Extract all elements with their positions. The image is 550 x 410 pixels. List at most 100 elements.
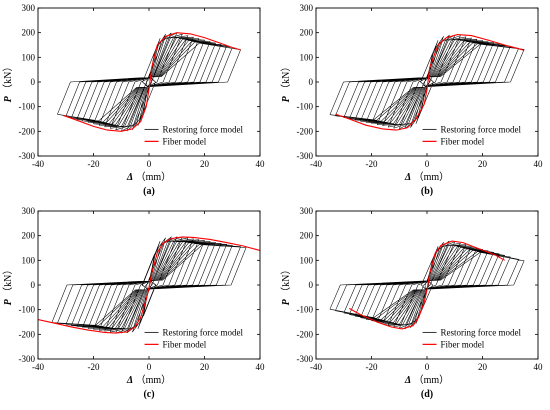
- y-tick-label: 0: [31, 280, 36, 290]
- x-tick-label: -20: [88, 362, 100, 372]
- y-tick-label: 100: [22, 255, 36, 265]
- fiber-model-series: [38, 236, 260, 334]
- y-axis-symbol: P: [281, 95, 292, 102]
- x-tick-label: -20: [366, 362, 378, 372]
- y-axis-unit: （kN）: [2, 62, 14, 97]
- plot-frame: [37, 210, 261, 360]
- chart-panel-c: -40 -20 0 20 40-300-200-1000100200300Restori…: [2, 206, 265, 400]
- y-tick-label: -300: [297, 151, 314, 161]
- x-tick-label: -40: [310, 159, 322, 169]
- panel-label: (a): [143, 186, 155, 197]
- restoring-force-series: [57, 32, 241, 132]
- x-axis-label: Δ （mm）: [126, 171, 171, 183]
- legend-label-restoring: Restoring force model: [163, 327, 244, 337]
- plot-area: [329, 240, 525, 330]
- y-tick-label: -100: [19, 102, 36, 112]
- y-axis-symbol: P: [3, 298, 14, 305]
- x-tick-label: 0: [147, 159, 152, 169]
- restoring-force-series: [329, 240, 525, 330]
- y-tick-label: 200: [300, 231, 314, 241]
- y-tick-label: 300: [22, 206, 36, 216]
- y-tick-label: 100: [300, 52, 314, 62]
- plot-frame: [37, 7, 261, 157]
- legend-label-fiber: Fiber model: [441, 136, 485, 146]
- fiber-model-series: [335, 34, 525, 131]
- y-axis-unit: （kN）: [2, 265, 14, 300]
- legend-label-restoring: Restoring force model: [163, 124, 244, 134]
- x-axis-symbol: Δ: [404, 172, 411, 183]
- x-axis-label: Δ （mm）: [404, 374, 449, 386]
- chart-panel-b: -40 -20 0 20 40-300-200-1000100200300Restori…: [280, 3, 543, 197]
- x-axis-unit: （mm）: [133, 171, 171, 183]
- y-tick-label: -200: [297, 329, 314, 339]
- x-axis-unit: （mm）: [133, 374, 171, 386]
- y-tick-label: -100: [297, 305, 314, 315]
- x-tick-label: -20: [366, 159, 378, 169]
- y-tick-label: -200: [297, 126, 314, 136]
- y-tick-label: -100: [297, 102, 314, 112]
- panel-label: (c): [143, 389, 154, 400]
- x-tick-label: 40: [534, 362, 544, 372]
- x-tick-label: -40: [32, 159, 44, 169]
- x-tick-label: 40: [534, 159, 544, 169]
- y-tick-label: -100: [19, 305, 36, 315]
- plot-area: [329, 34, 525, 131]
- legend-label-fiber: Fiber model: [163, 339, 207, 349]
- chart-panel-a: -40 -20 0 20 40-300-200-1000100200300Restori…: [2, 3, 265, 197]
- y-axis-unit: （kN）: [280, 265, 292, 300]
- y-tick-label: 300: [22, 3, 36, 13]
- x-tick-label: 20: [200, 362, 210, 372]
- y-axis-label: P （kN）: [2, 62, 14, 103]
- y-tick-label: 100: [22, 52, 36, 62]
- legend-label-fiber: Fiber model: [163, 136, 207, 146]
- legend-label-restoring: Restoring force model: [441, 124, 522, 134]
- y-axis-label: P （kN）: [280, 62, 292, 103]
- y-axis-symbol: P: [3, 95, 14, 102]
- x-axis-unit: （mm）: [411, 374, 449, 386]
- y-tick-label: 0: [309, 280, 314, 290]
- x-tick-label: 0: [425, 159, 430, 169]
- restoring-force-series: [329, 34, 525, 130]
- x-axis-label: Δ （mm）: [126, 374, 171, 386]
- y-axis-label: P （kN）: [2, 265, 14, 306]
- y-tick-label: 300: [300, 206, 314, 216]
- panel-label: (d): [421, 389, 433, 400]
- y-tick-label: -300: [19, 151, 36, 161]
- y-tick-label: 300: [300, 3, 314, 13]
- x-tick-label: 20: [200, 159, 210, 169]
- y-tick-label: 0: [309, 77, 314, 87]
- x-axis-label: Δ （mm）: [404, 171, 449, 183]
- x-axis-unit: （mm）: [411, 171, 449, 183]
- x-tick-label: 40: [256, 362, 266, 372]
- y-tick-label: -200: [19, 329, 36, 339]
- y-axis-symbol: P: [281, 298, 292, 305]
- plot-frame: [315, 210, 539, 360]
- x-tick-label: -40: [32, 362, 44, 372]
- fiber-model-series: [349, 240, 505, 330]
- x-tick-label: 0: [147, 362, 152, 372]
- legend-label-restoring: Restoring force model: [441, 327, 522, 337]
- y-axis-label: P （kN）: [280, 265, 292, 306]
- plot-area: [57, 32, 241, 132]
- plot-frame: [315, 7, 539, 157]
- x-tick-label: 40: [256, 159, 266, 169]
- legend-label-fiber: Fiber model: [441, 339, 485, 349]
- panel-label: (b): [421, 186, 433, 197]
- y-tick-label: -200: [19, 126, 36, 136]
- y-tick-label: 200: [22, 231, 36, 241]
- y-tick-label: 0: [31, 77, 36, 87]
- y-tick-label: -300: [297, 354, 314, 364]
- x-tick-label: 0: [425, 362, 430, 372]
- x-axis-symbol: Δ: [126, 375, 133, 386]
- chart-panel-d: -40 -20 0 20 40-300-200-1000100200300Restori…: [280, 206, 543, 400]
- x-axis-symbol: Δ: [126, 172, 133, 183]
- x-tick-label: -40: [310, 362, 322, 372]
- y-tick-label: 100: [300, 255, 314, 265]
- fiber-model-series: [62, 32, 241, 132]
- y-tick-label: -300: [19, 354, 36, 364]
- y-axis-unit: （kN）: [280, 62, 292, 97]
- plot-area: [38, 236, 260, 334]
- x-tick-label: 20: [478, 362, 488, 372]
- y-tick-label: 200: [22, 28, 36, 38]
